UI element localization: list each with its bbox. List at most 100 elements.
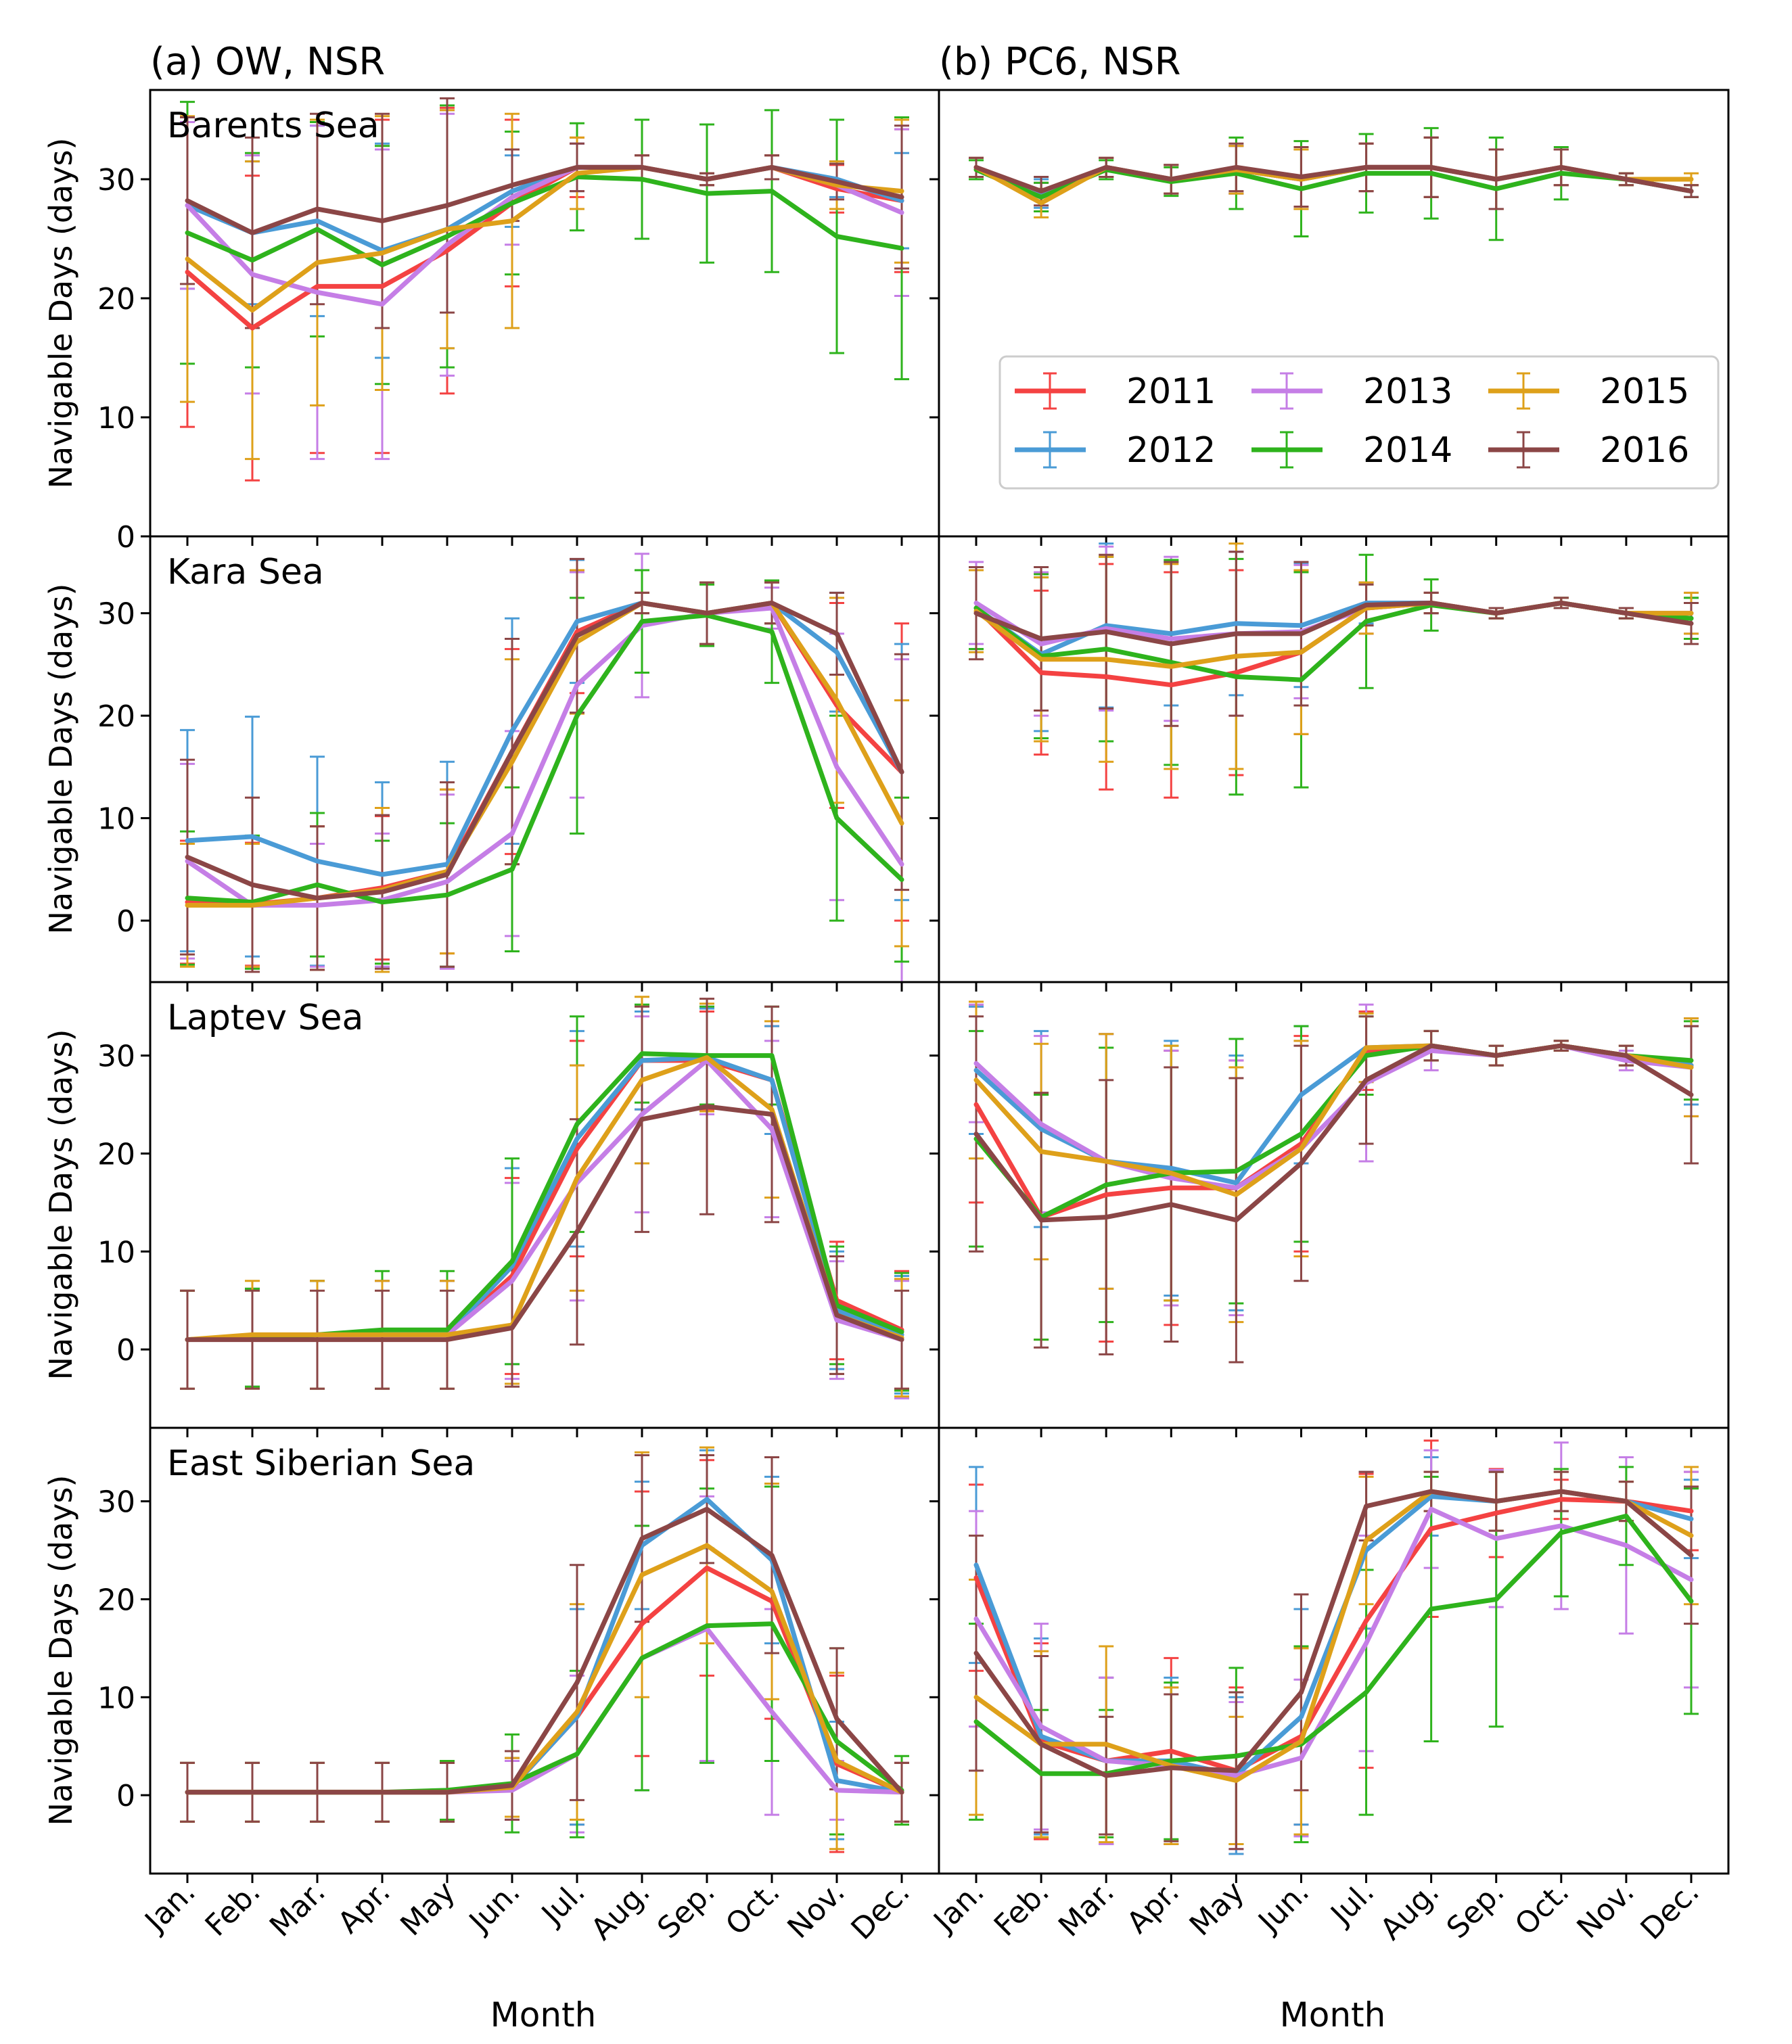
series-line-2016 bbox=[185, 164, 904, 235]
series-line-2016 bbox=[185, 601, 904, 901]
panel-7-plot bbox=[969, 1439, 1699, 1855]
x-axis-label-b: Month bbox=[1280, 1995, 1386, 2035]
x-tick-label: Jul. bbox=[1323, 1875, 1381, 1933]
series-2011-panel-2 bbox=[180, 569, 909, 971]
y-tick-label: 10 bbox=[97, 401, 135, 436]
series-2015-panel-2 bbox=[180, 569, 909, 973]
y-tick-label: 10 bbox=[97, 1681, 135, 1715]
series-line-2016 bbox=[973, 1043, 1694, 1223]
series-2016-panel-2 bbox=[180, 557, 909, 973]
series-line-2013 bbox=[185, 605, 904, 908]
x-tick-label: Jul. bbox=[534, 1875, 592, 1933]
x-tick-label: Apr. bbox=[1120, 1875, 1186, 1941]
x-tick-label: Dec. bbox=[1634, 1875, 1706, 1947]
series-2011-panel-0 bbox=[180, 106, 909, 482]
x-tick-label: Oct. bbox=[719, 1875, 787, 1943]
series-line-2014 bbox=[185, 175, 904, 268]
series-2011-panel-3 bbox=[969, 563, 1699, 799]
series-2012-panel-6 bbox=[180, 1449, 909, 1840]
legend-label: 2011 bbox=[1126, 371, 1216, 412]
x-tick-label: Mar. bbox=[263, 1875, 332, 1944]
panel-frame bbox=[938, 1426, 1730, 1875]
panel-1-plot bbox=[969, 126, 1699, 241]
y-axis-label-row-4: Navigable Days (days) bbox=[43, 1475, 79, 1826]
series-line-2014 bbox=[973, 1513, 1694, 1776]
legend-item-2013: 2013 bbox=[1251, 371, 1452, 412]
series-line-2016 bbox=[185, 1104, 904, 1343]
y-axis-label-row-1: Navigable Days (days) bbox=[43, 138, 79, 489]
y-tick-label: 20 bbox=[97, 1583, 135, 1617]
x-tick-label: Feb. bbox=[199, 1875, 267, 1943]
y-tick-label: 30 bbox=[97, 163, 135, 198]
text-layer: (a) OW, NSR (b) PC6, NSR Month Month Nav… bbox=[43, 40, 1385, 2035]
y-tick-label: 20 bbox=[97, 282, 135, 317]
region-title: East Siberian Sea bbox=[167, 1443, 475, 1484]
x-tick-label: Mar. bbox=[1052, 1875, 1121, 1944]
x-tick-label: Oct. bbox=[1509, 1875, 1576, 1943]
y-tick-label: 30 bbox=[97, 597, 135, 632]
y-tick-label: 20 bbox=[97, 699, 135, 734]
series-2015-panel-3 bbox=[969, 542, 1699, 770]
series-2012-panel-7 bbox=[969, 1456, 1699, 1855]
series-line-2016 bbox=[973, 1489, 1694, 1778]
y-tick-label: 30 bbox=[97, 1040, 135, 1074]
x-tick-label: Sep. bbox=[1440, 1875, 1511, 1946]
series-2016-panel-5 bbox=[969, 1015, 1699, 1364]
column-title-a: (a) OW, NSR bbox=[150, 40, 385, 84]
series-line-2012 bbox=[185, 601, 904, 877]
legend-item-2016: 2016 bbox=[1488, 430, 1689, 471]
series-2011-panel-5 bbox=[969, 1005, 1699, 1343]
panel-frame bbox=[938, 981, 1730, 1429]
panels-layer: 0 10 20 30 Barents Sea 0 10 20 30 Kara Sea 0 10 20 30… bbox=[97, 89, 1730, 1947]
x-tick-label: Dec. bbox=[845, 1875, 917, 1947]
series-line-2016 bbox=[973, 601, 1694, 647]
region-title: Barents Sea bbox=[167, 106, 380, 146]
region-title: Kara Sea bbox=[167, 552, 324, 593]
y-tick-label: 30 bbox=[97, 1485, 135, 1520]
y-tick-label: 0 bbox=[116, 520, 135, 555]
x-tick-label: Nov. bbox=[1570, 1875, 1640, 1945]
series-line-2015 bbox=[185, 601, 904, 908]
legend-label: 2012 bbox=[1126, 430, 1216, 471]
y-tick-label: 0 bbox=[116, 1333, 135, 1368]
series-2012-panel-0 bbox=[180, 109, 909, 359]
panel-6-plot bbox=[180, 1446, 909, 1853]
panel-2-plot bbox=[180, 553, 909, 982]
y-tick-label: 0 bbox=[116, 1779, 135, 1813]
legend-label: 2015 bbox=[1600, 371, 1689, 412]
series-line-2016 bbox=[973, 164, 1694, 194]
x-tick-label: Jan. bbox=[926, 1875, 991, 1940]
panel-5-plot bbox=[969, 1000, 1699, 1364]
x-tick-label: Jan. bbox=[137, 1875, 202, 1940]
x-tick-label: Feb. bbox=[988, 1875, 1056, 1943]
y-tick-label: 20 bbox=[97, 1137, 135, 1171]
series-line-2016 bbox=[185, 1506, 904, 1795]
x-tick-label: Jun. bbox=[461, 1875, 527, 1941]
x-tick-label: Aug. bbox=[1374, 1875, 1446, 1947]
y-tick-label: 10 bbox=[97, 802, 135, 837]
x-tick-label: May bbox=[1183, 1875, 1251, 1943]
series-2013-panel-2 bbox=[180, 553, 909, 982]
x-tick-label: Aug. bbox=[584, 1875, 657, 1947]
series-line-2014 bbox=[185, 613, 904, 905]
y-axis-label-row-2: Navigable Days (days) bbox=[43, 584, 79, 935]
panel-0-plot bbox=[180, 97, 909, 482]
panel-4-plot bbox=[180, 996, 909, 1400]
legend-label: 2013 bbox=[1363, 371, 1452, 412]
series-2014-panel-2 bbox=[180, 569, 909, 970]
x-tick-label: Sep. bbox=[651, 1875, 722, 1946]
panel-3-plot bbox=[969, 542, 1699, 799]
region-title: Laptev Sea bbox=[167, 998, 363, 1038]
series-line-2011 bbox=[185, 1565, 904, 1795]
y-axis-label-row-3: Navigable Days (days) bbox=[43, 1029, 79, 1380]
panel-frame bbox=[938, 535, 1730, 983]
series-2014-panel-5 bbox=[969, 1015, 1699, 1341]
x-tick-label: May bbox=[394, 1875, 461, 1943]
series-2016-panel-7 bbox=[969, 1470, 1699, 1851]
x-tick-label: Jun. bbox=[1251, 1875, 1316, 1941]
x-tick-label: Nov. bbox=[781, 1875, 852, 1945]
legend-label: 2014 bbox=[1363, 430, 1452, 471]
legend-item-2014: 2014 bbox=[1251, 430, 1452, 471]
panel-frame bbox=[149, 1426, 940, 1875]
